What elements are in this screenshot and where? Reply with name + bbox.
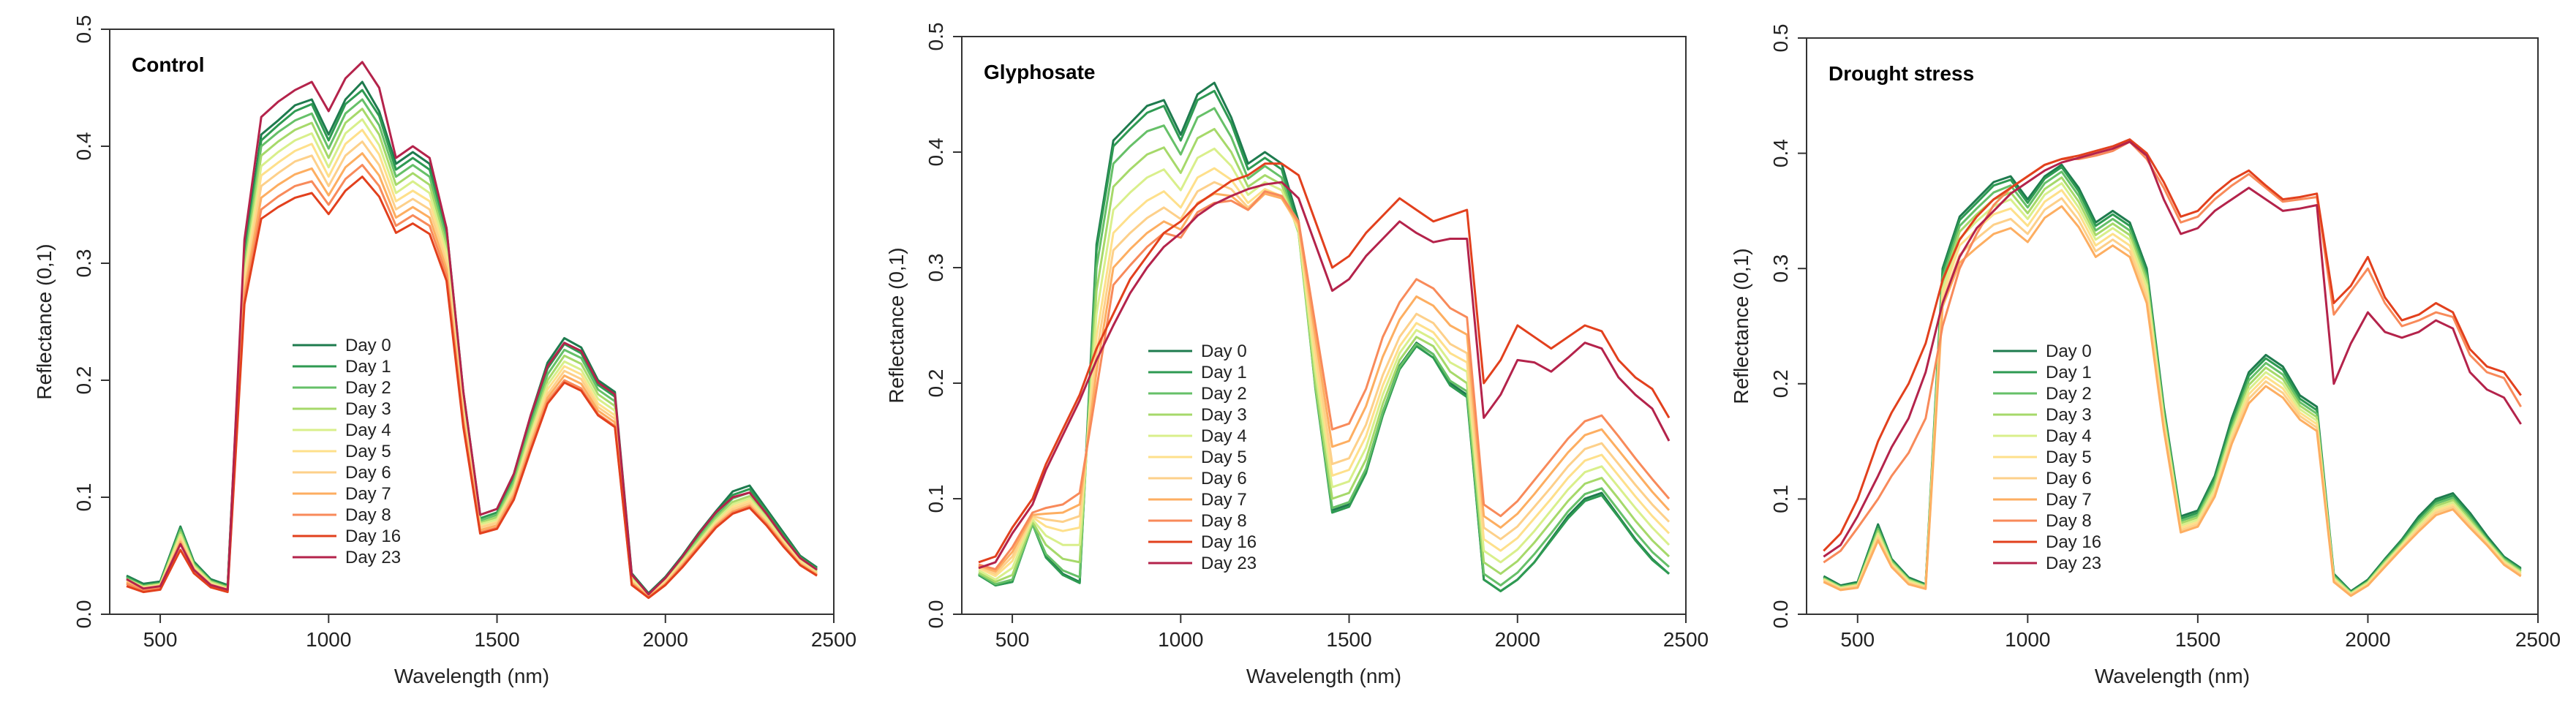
panel-title: Drought stress — [1829, 62, 1974, 85]
x-tick-label: 2500 — [2515, 628, 2561, 651]
legend-label: Day 0 — [345, 336, 391, 355]
series-line-day-6 — [978, 181, 1671, 575]
legend-label: Day 3 — [2046, 405, 2092, 425]
series-line-day-7 — [1823, 205, 2522, 597]
plot-frame — [961, 36, 1687, 615]
y-tick-label: 0.2 — [924, 369, 947, 398]
y-tick-label: 0.3 — [924, 254, 947, 282]
y-tick-label: 0.0 — [1769, 600, 1792, 629]
legend-label: Day 16 — [2046, 532, 2101, 552]
series-line-day-16 — [1823, 138, 2522, 552]
chart-panel-2: 500 1000 1500 2000 2500 0.0 0.1 0.2 0.3 0.4 0.5 Wav… — [885, 23, 1709, 687]
x-axis-title: Wavelength (nm) — [394, 665, 549, 687]
y-tick-label: 0.4 — [924, 138, 947, 167]
legend-label: Day 2 — [2046, 384, 2092, 404]
legend-label: Day 7 — [2046, 490, 2092, 510]
series-line-day-23 — [1823, 140, 2522, 558]
x-tick-label: 2000 — [643, 628, 688, 651]
y-tick-label: 0.0 — [924, 600, 947, 629]
x-tick-label: 2000 — [1495, 628, 1540, 651]
legend-label: Day 6 — [1201, 469, 1247, 488]
x-axis-title: Wavelength (nm) — [2095, 665, 2250, 687]
x-axis-title: Wavelength (nm) — [1246, 665, 1401, 687]
x-tick-label: 500 — [995, 628, 1030, 651]
y-tick-label: 0.5 — [1769, 24, 1792, 53]
series-line-day-7 — [978, 192, 1671, 573]
legend-label: Day 5 — [1201, 448, 1247, 467]
y-tick-label: 0.4 — [72, 132, 95, 161]
legend-label: Day 23 — [1201, 554, 1257, 573]
legend-label: Day 2 — [345, 378, 391, 398]
series-line-day-8 — [978, 190, 1671, 570]
x-tick-label: 1000 — [306, 628, 351, 651]
series-line-day-16 — [978, 162, 1671, 564]
y-tick-label: 0.1 — [72, 483, 95, 512]
legend-label: Day 23 — [345, 548, 401, 567]
series-line-day-23 — [126, 61, 818, 596]
legend-label: Day 8 — [1201, 511, 1247, 531]
plot-frame — [109, 29, 835, 615]
legend-label: Day 1 — [345, 357, 391, 377]
legend-label: Day 3 — [1201, 405, 1247, 425]
legend-label: Day 5 — [2046, 448, 2092, 467]
y-tick-label: 0.5 — [924, 23, 947, 51]
chart-panel-1: 500 1000 1500 2000 2500 0.0 0.1 0.2 0.3 0.4 0.5 Wav… — [33, 15, 856, 687]
y-tick-label: 0.4 — [1769, 139, 1792, 167]
x-tick-label: 1500 — [2175, 628, 2221, 651]
x-tick-label: 1000 — [2005, 628, 2050, 651]
legend-label: Day 0 — [2046, 341, 2092, 361]
legend-label: Day 7 — [345, 484, 391, 504]
y-tick-label: 0.2 — [1769, 369, 1792, 398]
legend-label: Day 6 — [2046, 469, 2092, 488]
series-line-day-16 — [126, 176, 818, 600]
x-tick-label: 1500 — [1326, 628, 1371, 651]
panel-title: Glyphosate — [984, 61, 1095, 83]
series-line-day-23 — [978, 181, 1671, 570]
legend-label: Day 4 — [2046, 426, 2092, 446]
legend-label: Day 7 — [1201, 490, 1247, 510]
series-line-day-4 — [978, 147, 1671, 581]
x-tick-label: 2500 — [1663, 628, 1709, 651]
legend-label: Day 1 — [2046, 363, 2092, 382]
y-tick-label: 0.3 — [1769, 254, 1792, 283]
legend-label: Day 16 — [1201, 532, 1257, 552]
y-axis-title: Reflectance (0,1) — [1730, 248, 1752, 404]
x-tick-label: 2000 — [2345, 628, 2390, 651]
legend-label: Day 16 — [345, 526, 401, 546]
plot-frame — [1806, 37, 2539, 615]
panel-title: Control — [132, 53, 205, 76]
series-line-day-3 — [978, 127, 1671, 584]
legend-label: Day 1 — [1201, 363, 1247, 382]
legend-label: Day 0 — [1201, 341, 1247, 361]
legend-label: Day 8 — [345, 505, 391, 525]
y-tick-label: 0.5 — [72, 15, 95, 44]
y-axis-title: Reflectance (0,1) — [33, 244, 56, 399]
y-tick-label: 0.3 — [72, 249, 95, 278]
legend-label: Day 4 — [345, 420, 391, 440]
x-tick-label: 1000 — [1158, 628, 1203, 651]
legend-label: Day 3 — [345, 399, 391, 419]
legend-label: Day 5 — [345, 442, 391, 461]
y-tick-label: 0.0 — [72, 600, 95, 629]
series-line-day-8 — [1823, 140, 2522, 564]
legend-label: Day 23 — [2046, 554, 2101, 573]
y-tick-label: 0.2 — [72, 366, 95, 395]
x-tick-label: 2500 — [811, 628, 856, 651]
x-tick-label: 500 — [143, 628, 178, 651]
chart-panel-3: 500 1000 1500 2000 2500 0.0 0.1 0.2 0.3 0.4 0.5 Wav… — [1730, 24, 2561, 687]
y-tick-label: 0.1 — [924, 485, 947, 513]
legend-label: Day 2 — [1201, 384, 1247, 404]
legend-label: Day 4 — [1201, 426, 1247, 446]
y-axis-title: Reflectance (0,1) — [885, 247, 908, 403]
y-tick-label: 0.1 — [1769, 485, 1792, 513]
x-tick-label: 1500 — [474, 628, 519, 651]
x-tick-label: 500 — [1840, 628, 1875, 651]
legend-label: Day 6 — [345, 463, 391, 483]
legend-label: Day 8 — [2046, 511, 2092, 531]
